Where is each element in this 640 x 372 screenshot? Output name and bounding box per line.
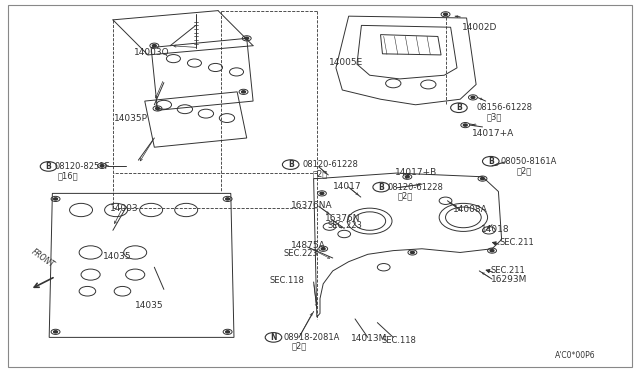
Text: 14017: 14017 (333, 182, 362, 191)
Text: （2）: （2） (291, 341, 307, 350)
Circle shape (156, 108, 159, 110)
Text: 14035: 14035 (135, 301, 164, 311)
Circle shape (54, 198, 58, 200)
Text: 16293M: 16293M (491, 275, 527, 283)
Text: 14035: 14035 (103, 251, 132, 261)
Text: 14017+B: 14017+B (395, 168, 438, 177)
Circle shape (245, 37, 248, 39)
Text: SEC.211: SEC.211 (500, 238, 534, 247)
Text: 16376N: 16376N (325, 214, 360, 222)
Text: 14005E: 14005E (329, 58, 363, 67)
Text: 14002D: 14002D (461, 23, 497, 32)
Circle shape (242, 91, 246, 93)
Text: 14013M: 14013M (351, 334, 387, 343)
Circle shape (405, 176, 409, 178)
Text: 08120-8251F: 08120-8251F (54, 162, 109, 171)
Text: 16376NA: 16376NA (291, 201, 332, 210)
Text: （3）: （3） (487, 112, 502, 121)
Circle shape (490, 250, 494, 252)
Text: B: B (488, 157, 493, 166)
Text: 08120-61228: 08120-61228 (302, 160, 358, 169)
Text: （16）: （16） (58, 171, 78, 180)
Circle shape (481, 177, 484, 180)
Circle shape (471, 96, 475, 99)
Circle shape (226, 331, 230, 333)
Text: A'C0*00P6: A'C0*00P6 (554, 351, 595, 360)
Text: B: B (456, 103, 462, 112)
Text: SEC.223: SEC.223 (284, 249, 319, 258)
Text: 14875A: 14875A (291, 241, 325, 250)
Text: 08918-2081A: 08918-2081A (284, 333, 340, 342)
Circle shape (321, 248, 325, 250)
Text: 14008A: 14008A (452, 205, 487, 214)
Text: （2）: （2） (397, 192, 413, 201)
Text: （2）: （2） (516, 166, 531, 175)
Text: 08120-61228: 08120-61228 (388, 183, 444, 192)
Text: 14035P: 14035P (114, 114, 148, 123)
Circle shape (463, 124, 467, 126)
Text: SEC.118: SEC.118 (382, 336, 417, 345)
Text: B: B (378, 183, 384, 192)
Text: 08050-8161A: 08050-8161A (501, 157, 557, 166)
Text: SEC.223: SEC.223 (328, 221, 362, 230)
Text: 14003Q: 14003Q (134, 48, 170, 57)
Circle shape (320, 192, 324, 195)
Text: B: B (288, 160, 294, 169)
Text: N: N (270, 333, 276, 342)
Circle shape (226, 198, 230, 200)
Text: 08156-61228: 08156-61228 (476, 103, 532, 112)
Text: FRONT: FRONT (29, 247, 56, 269)
Circle shape (444, 13, 447, 15)
Text: 14017+A: 14017+A (472, 129, 514, 138)
Circle shape (54, 331, 58, 333)
Text: B: B (45, 162, 51, 171)
Text: 14018: 14018 (481, 225, 509, 234)
Text: SEC.211: SEC.211 (491, 266, 525, 275)
Circle shape (100, 164, 104, 167)
Text: SEC.118: SEC.118 (269, 276, 304, 285)
Text: 14003: 14003 (109, 203, 138, 213)
Circle shape (152, 45, 156, 47)
Circle shape (410, 251, 414, 254)
Text: （2）: （2） (312, 169, 328, 178)
